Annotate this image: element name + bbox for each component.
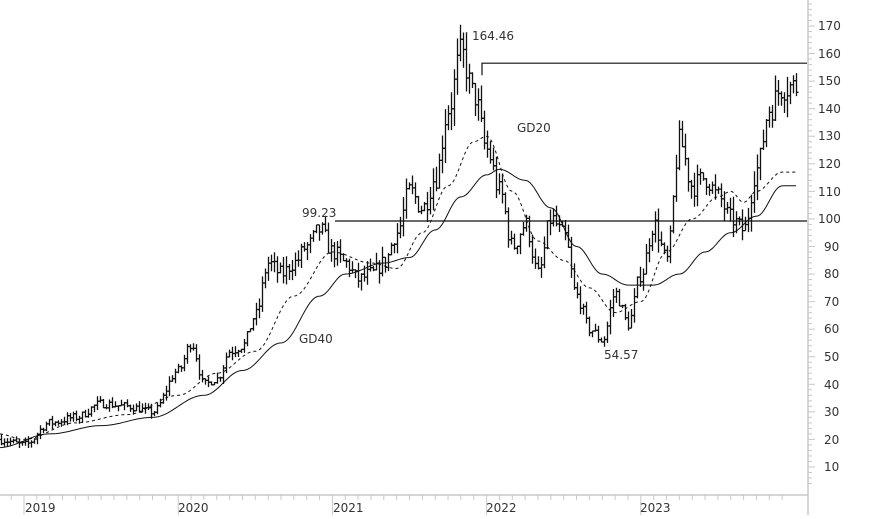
y-label: 150 bbox=[818, 74, 841, 88]
x-label: 2020 bbox=[178, 501, 209, 515]
annotation-99: 99.23 bbox=[302, 206, 336, 220]
y-label: 100 bbox=[818, 212, 841, 226]
x-axis-ticks bbox=[10, 495, 783, 515]
y-label: 60 bbox=[824, 322, 839, 336]
y-axis-ticks bbox=[808, 3, 815, 484]
x-label: 2019 bbox=[25, 501, 56, 515]
annotation-low: 54.57 bbox=[604, 348, 638, 362]
annotation-gd20: GD20 bbox=[517, 121, 551, 135]
gd20-line bbox=[0, 135, 796, 440]
y-label: 120 bbox=[818, 157, 841, 171]
x-label: 2023 bbox=[640, 501, 671, 515]
y-label: 130 bbox=[818, 129, 841, 143]
annotation-gd40: GD40 bbox=[299, 332, 333, 346]
y-label: 20 bbox=[824, 433, 839, 447]
y-label: 110 bbox=[818, 185, 841, 199]
y-axis-labels: 170 160 150 140 130 120 110 100 90 80 70… bbox=[818, 19, 841, 474]
x-label: 2021 bbox=[333, 501, 364, 515]
y-label: 70 bbox=[824, 295, 839, 309]
y-label: 50 bbox=[824, 350, 839, 364]
ohlc-bars bbox=[0, 24, 799, 448]
y-label: 170 bbox=[818, 19, 841, 33]
y-label: 40 bbox=[824, 378, 839, 392]
y-label: 80 bbox=[824, 267, 839, 281]
x-label: 2022 bbox=[486, 501, 517, 515]
y-label: 160 bbox=[818, 47, 841, 61]
resistance-line-156 bbox=[481, 62, 807, 76]
y-label: 140 bbox=[818, 102, 841, 116]
y-label: 10 bbox=[824, 460, 839, 474]
y-label: 30 bbox=[824, 405, 839, 419]
x-axis-labels: 2019 2020 2021 2022 2023 bbox=[25, 501, 671, 515]
gd40-line bbox=[0, 168, 796, 449]
y-label: 90 bbox=[824, 240, 839, 254]
annotation-high: 164.46 bbox=[472, 29, 514, 43]
